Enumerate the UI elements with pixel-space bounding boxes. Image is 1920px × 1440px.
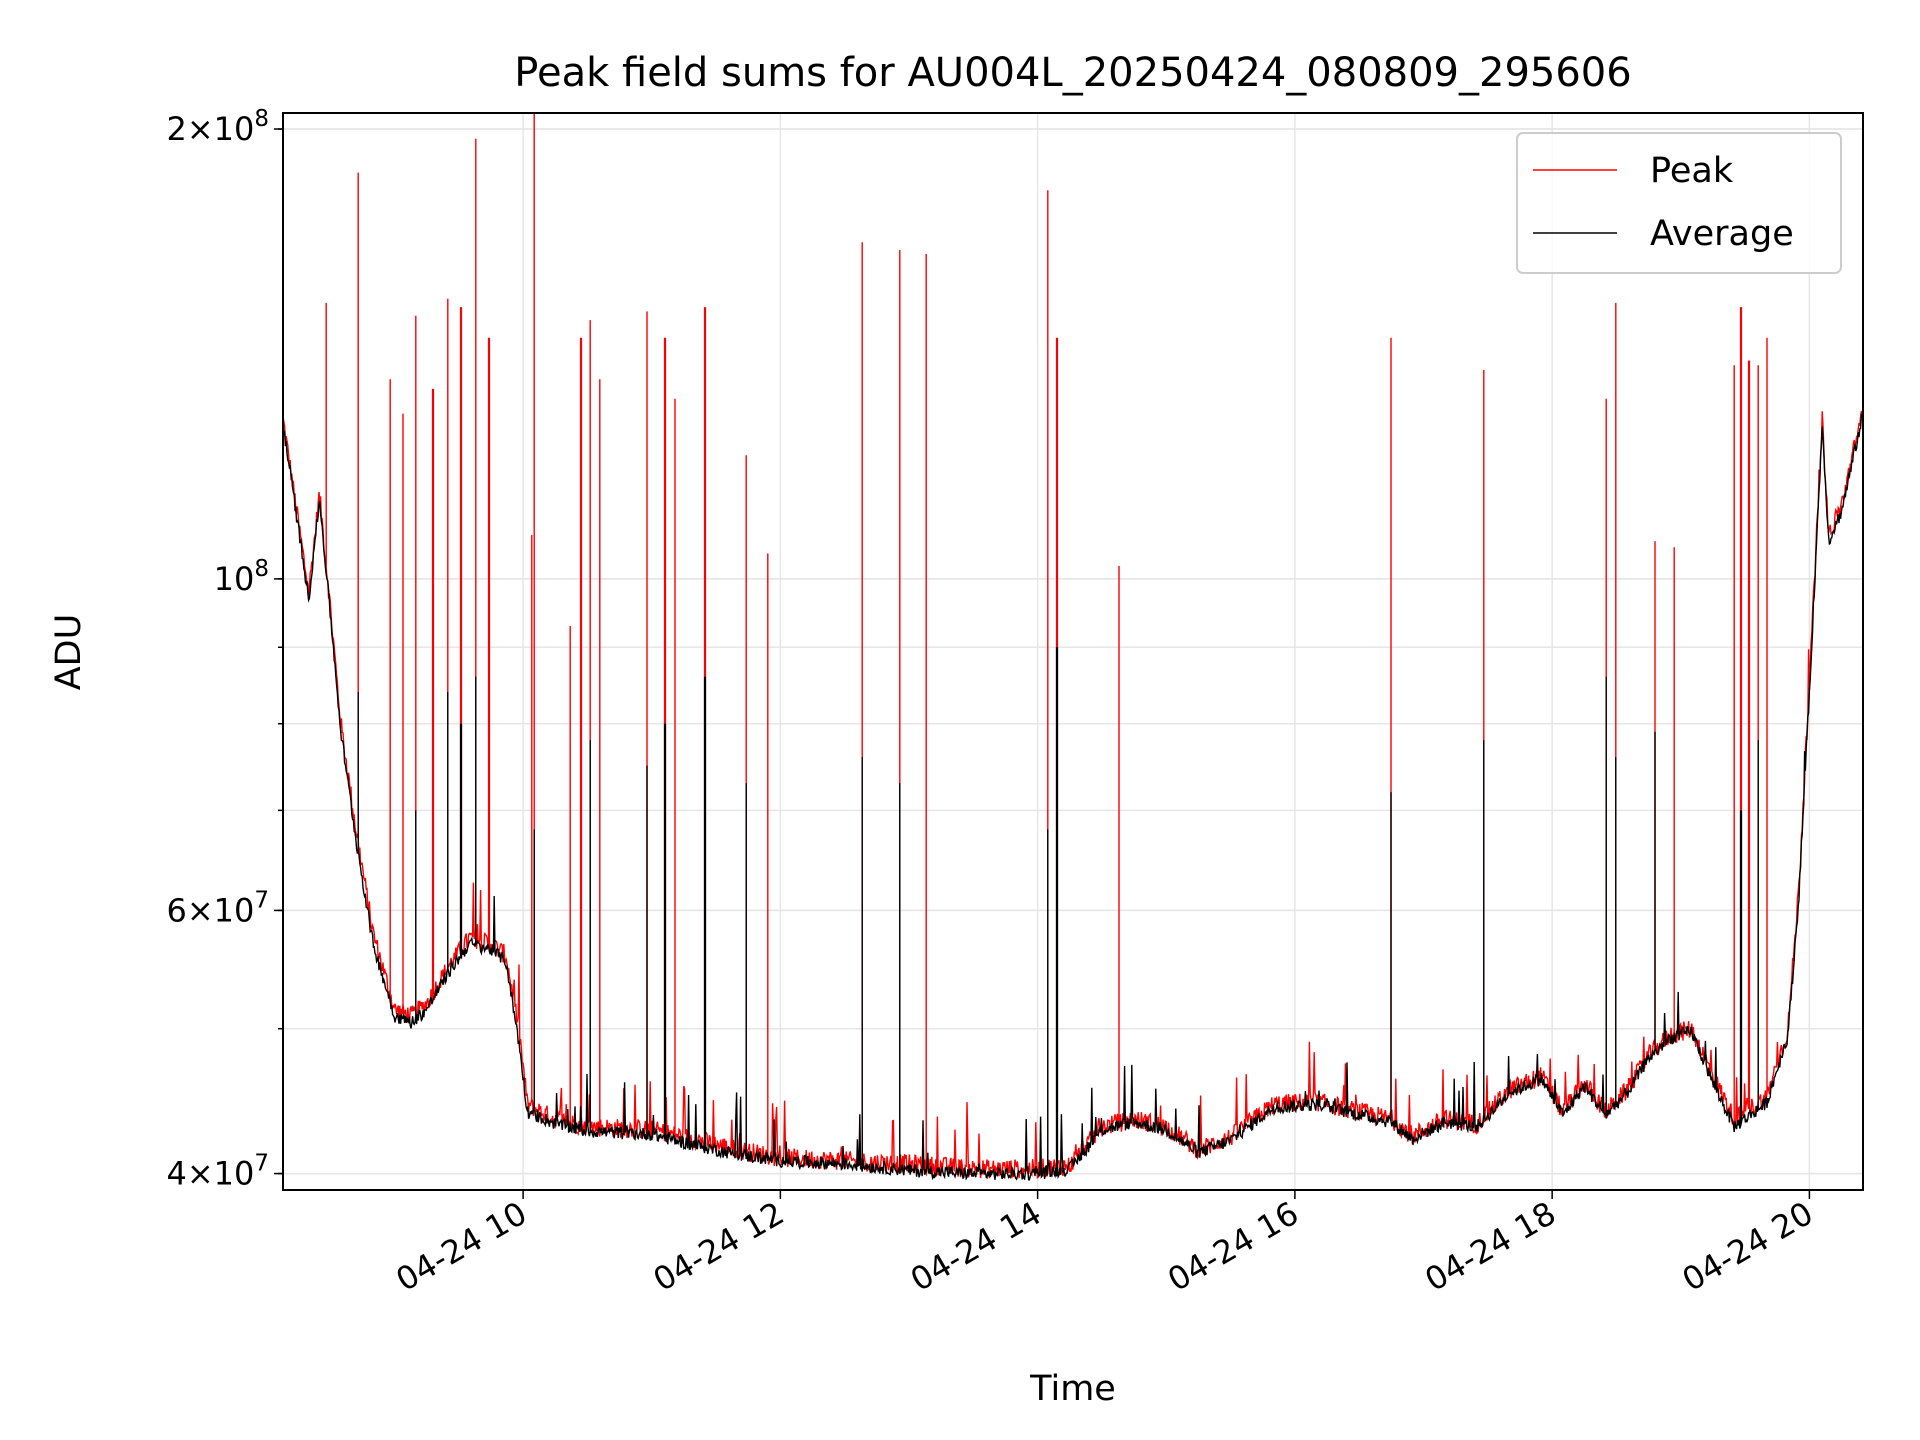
legend-average-label: Average [1650, 214, 1794, 254]
legend-peak-label: Peak [1650, 151, 1734, 191]
series-layer [283, 113, 1863, 1181]
chart-title: Peak field sums for AU004L_20250424_0808… [514, 50, 1631, 96]
y-axis-ticks: 4×107 6×107 108 2×108 [166, 106, 283, 1193]
plot-frame [282, 112, 1864, 1191]
y-tick-label: 2×108 [166, 106, 269, 148]
legend: Peak Average [1516, 132, 1842, 274]
average-series-line [283, 412, 1863, 1181]
y-axis-label: ADU [49, 614, 89, 691]
y-tick-label: 108 [214, 556, 269, 598]
legend-box [1516, 132, 1842, 274]
y-tick-label: 4×107 [166, 1151, 269, 1193]
x-axis-label: Time [1029, 1369, 1116, 1409]
gridlines [283, 113, 1863, 1190]
y-tick-label: 6×107 [166, 887, 269, 929]
